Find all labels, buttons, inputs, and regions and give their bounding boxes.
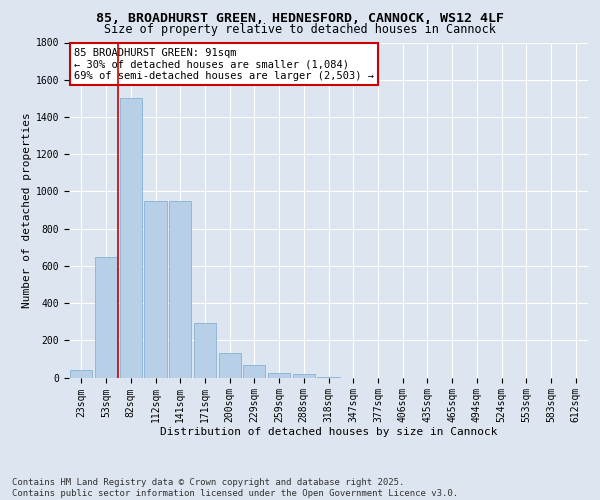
Bar [293, 374, 315, 378]
Bar [194, 322, 216, 378]
Y-axis label: Number of detached properties: Number of detached properties [22, 112, 32, 308]
Bar [145, 200, 167, 378]
Bar [268, 373, 290, 378]
Bar [317, 376, 340, 378]
Bar [119, 98, 142, 378]
X-axis label: Distribution of detached houses by size in Cannock: Distribution of detached houses by size … [160, 426, 497, 436]
Bar [218, 354, 241, 378]
Bar [169, 200, 191, 378]
Text: Size of property relative to detached houses in Cannock: Size of property relative to detached ho… [104, 22, 496, 36]
Text: 85, BROADHURST GREEN, HEDNESFORD, CANNOCK, WS12 4LF: 85, BROADHURST GREEN, HEDNESFORD, CANNOC… [96, 12, 504, 26]
Bar [70, 370, 92, 378]
Text: 85 BROADHURST GREEN: 91sqm
← 30% of detached houses are smaller (1,084)
69% of s: 85 BROADHURST GREEN: 91sqm ← 30% of deta… [74, 48, 374, 80]
Bar [243, 366, 265, 378]
Text: Contains HM Land Registry data © Crown copyright and database right 2025.
Contai: Contains HM Land Registry data © Crown c… [12, 478, 458, 498]
Bar [95, 256, 117, 378]
